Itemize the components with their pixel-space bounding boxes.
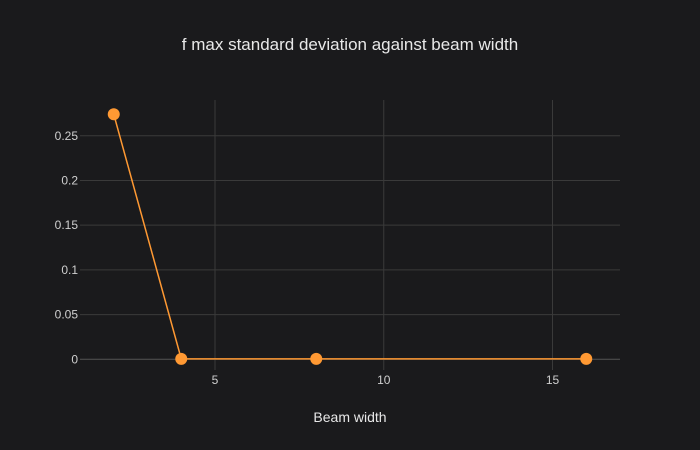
- x-axis-title: Beam width: [313, 409, 386, 425]
- y-tick-label: 0.05: [55, 308, 79, 322]
- series-line: [113, 114, 587, 360]
- x-tick-label: 15: [546, 373, 560, 387]
- data-point[interactable]: [107, 108, 120, 121]
- data-point[interactable]: [310, 352, 323, 365]
- grid-layer: [80, 100, 620, 370]
- series-layer: [107, 108, 593, 365]
- tick-layer: 0 0.05 0.1 0.15 0.2 0.25 5 10 15: [55, 129, 560, 387]
- data-point[interactable]: [175, 352, 188, 365]
- y-tick-label: 0.2: [61, 173, 78, 187]
- chart-title: f max standard deviation against beam wi…: [182, 35, 518, 54]
- y-tick-label: 0: [71, 352, 78, 366]
- x-tick-label: 5: [212, 373, 219, 387]
- y-tick-label: 0.15: [55, 218, 79, 232]
- data-point[interactable]: [580, 352, 593, 365]
- y-tick-label: 0.25: [55, 129, 79, 143]
- x-tick-label: 10: [377, 373, 391, 387]
- y-tick-label: 0.1: [61, 263, 78, 277]
